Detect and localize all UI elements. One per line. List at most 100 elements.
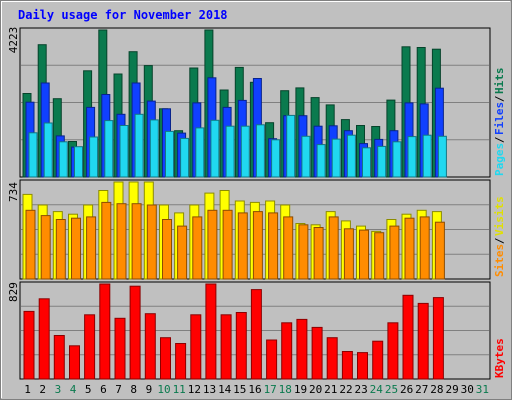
bar-pages-day-9 [149,119,159,178]
panel-hits-files-pages-bars [22,29,447,178]
bar-sites-day-11 [177,225,188,280]
x-tick-label-day-7: 7 [115,383,122,396]
bar-pages-day-3 [58,141,68,178]
x-tick-label-day-17: 17 [264,383,277,396]
bar-sites-day-3 [55,219,66,280]
bar-kbytes-day-25 [387,322,399,380]
bar-sites-day-6 [101,201,112,280]
bar-pages-day-28 [437,135,447,178]
bar-kbytes-day-9 [144,313,156,380]
x-tick-label-day-14: 14 [218,383,232,396]
bar-kbytes-day-28 [432,297,444,380]
x-tick-label-day-5: 5 [85,383,92,396]
legend-sites: Sites [493,244,506,277]
bar-sites-day-24 [374,232,385,280]
bar-pages-day-22 [346,134,356,178]
bar-pages-day-19 [301,135,311,178]
panel-kbytes-legend: KBytes [493,338,506,378]
bar-pages-day-17 [271,139,281,178]
x-tick-label-day-3: 3 [55,383,62,396]
panel-visits-sites-legend: Sites / Visits [493,196,506,277]
x-tick-label-day-29: 29 [445,383,458,396]
bar-kbytes-day-8 [129,285,141,380]
bar-kbytes-day-4 [69,345,80,380]
bar-pages-day-7 [119,125,129,178]
x-tick-label-day-13: 13 [203,383,216,396]
bar-kbytes-day-10 [160,337,171,380]
bar-pages-day-25 [392,141,402,178]
bar-kbytes-day-7 [114,317,126,380]
bar-sites-day-9 [146,204,157,280]
bar-pages-day-11 [180,137,190,178]
bar-sites-day-13 [207,209,218,280]
panel-visits-sites-ymax-label: 734 [7,182,20,202]
bar-kbytes-day-2 [38,298,50,380]
bar-kbytes-day-17 [266,339,278,380]
bar-kbytes-day-16 [250,289,262,380]
bar-pages-day-26 [407,136,417,178]
x-tick-label-day-21: 21 [324,383,337,396]
panel-kbytes-bars [23,283,444,380]
legend-separator-2: / [493,95,506,102]
bar-pages-day-4 [74,146,83,178]
bar-pages-day-14 [225,125,235,178]
x-tick-label-day-25: 25 [385,383,398,396]
bar-sites-day-1 [25,209,36,280]
bar-sites-day-14 [222,209,233,280]
bar-sites-day-20 [313,227,324,280]
bar-kbytes-day-21 [326,337,338,380]
bar-pages-day-15 [240,125,250,178]
x-tick-label-day-6: 6 [100,383,107,396]
bar-sites-day-27 [419,216,430,280]
x-axis-day-labels: 1 2 3 4 5 6 7 8 9 10 11 12 13 14 15 16 17 18 19 20 21 22 23 24 2… [24,383,489,396]
panel-hits-files-pages-ymax-label: 4223 [7,27,20,54]
bar-sites-day-7 [116,203,127,280]
bar-sites-day-16 [252,211,263,280]
bar-sites-day-23 [359,229,369,280]
x-tick-label-day-12: 12 [188,383,201,396]
bar-sites-day-19 [298,224,309,280]
legend-separator-3: / [493,237,506,244]
bar-sites-day-10 [162,219,172,280]
bar-pages-day-5 [89,136,99,178]
bar-sites-day-21 [328,216,339,280]
panel-kbytes-ymax-label: 829 [7,282,20,302]
bar-pages-day-13 [210,119,220,178]
x-tick-label-day-9: 9 [146,383,153,396]
bar-pages-day-2 [43,122,53,178]
x-tick-label-day-8: 8 [130,383,137,396]
panel-visits-sites: 734 Sites / Visits [7,179,506,280]
bar-pages-day-20 [316,144,326,178]
bar-kbytes-day-26 [402,294,414,380]
bar-sites-day-18 [283,216,294,280]
bar-sites-day-12 [192,216,203,280]
bar-pages-day-27 [422,134,432,178]
bar-pages-day-24 [377,145,387,178]
panel-hits-files-pages-legend: Pages / Files / Hits [493,68,506,177]
x-tick-label-day-31: 31 [476,383,489,396]
bar-kbytes-day-18 [281,322,293,380]
bar-kbytes-day-22 [341,351,353,380]
bar-sites-day-4 [71,217,81,280]
bar-pages-day-21 [331,138,341,178]
x-tick-label-day-26: 26 [400,383,413,396]
bar-kbytes-day-24 [372,340,384,380]
bar-kbytes-day-15 [235,312,247,380]
x-tick-label-day-4: 4 [70,383,77,396]
x-tick-label-day-1: 1 [24,383,31,396]
bar-kbytes-day-3 [53,335,65,380]
bar-sites-day-28 [434,221,445,280]
legend-hits: Hits [493,68,506,95]
bar-sites-day-25 [389,225,400,280]
x-tick-label-day-22: 22 [339,383,352,396]
bar-kbytes-day-12 [190,314,202,380]
bar-kbytes-day-11 [175,343,187,380]
legend-separator-1: / [493,136,506,143]
bar-pages-day-23 [362,147,371,178]
bar-kbytes-day-19 [296,318,308,380]
bar-sites-day-22 [343,228,354,280]
x-tick-label-day-15: 15 [233,383,246,396]
x-tick-label-day-20: 20 [309,383,322,396]
x-tick-label-day-24: 24 [370,383,384,396]
